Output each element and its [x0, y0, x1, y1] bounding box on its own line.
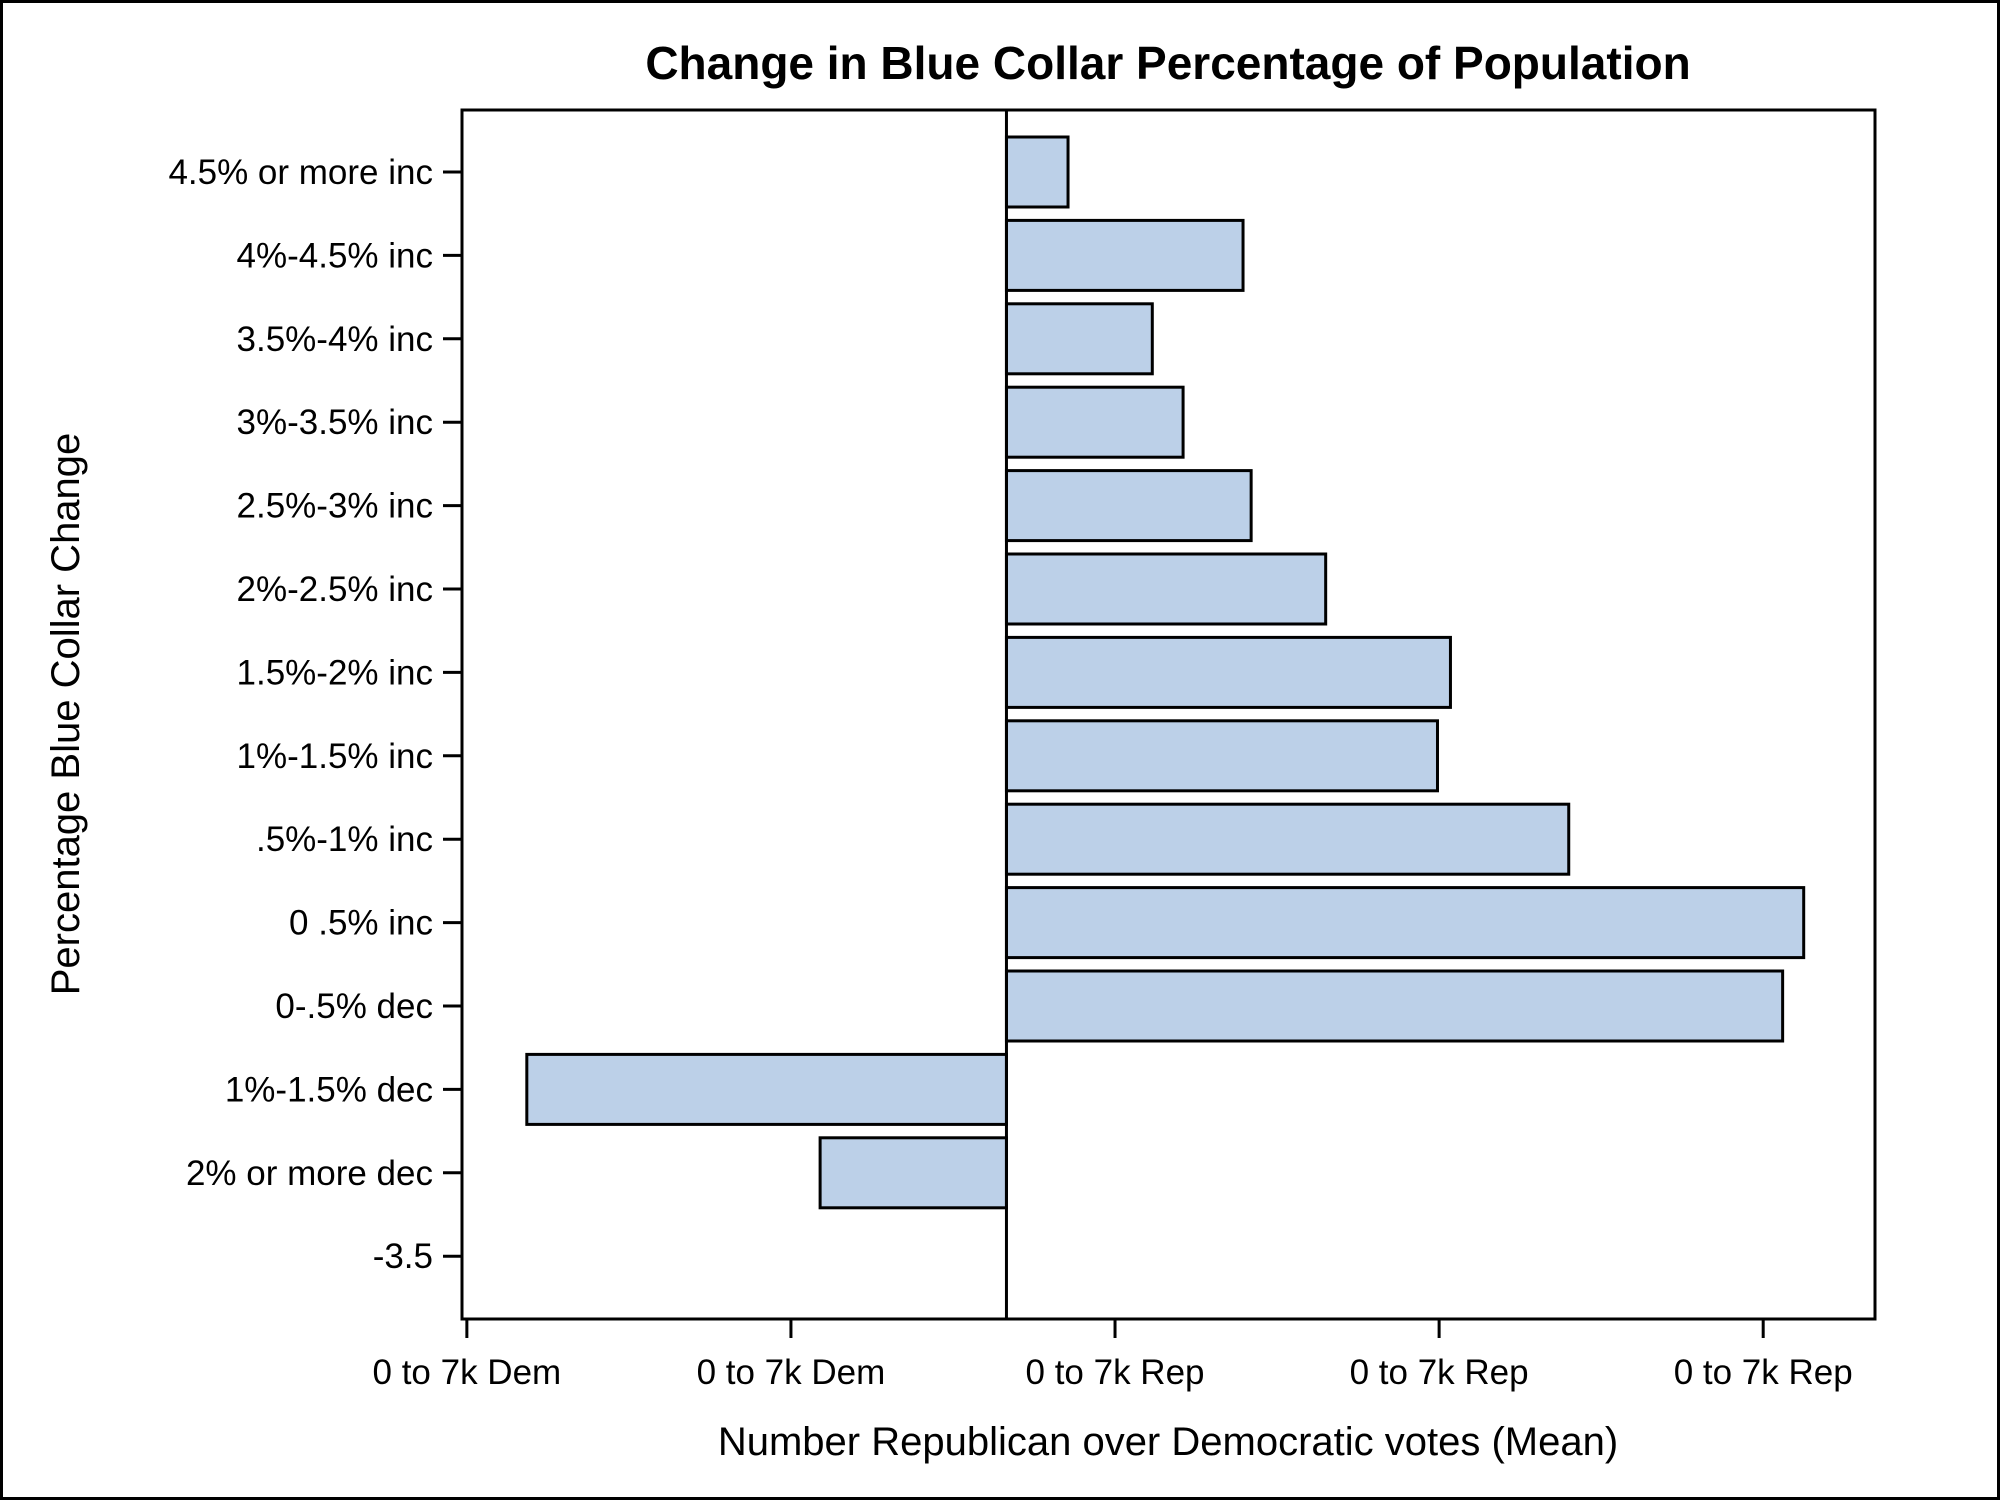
x-tick-label: 0 to 7k Rep: [1674, 1353, 1853, 1392]
y-tick-label: 1%-1.5% dec: [225, 1070, 433, 1109]
x-tick-label: 0 to 7k Dem: [373, 1353, 562, 1392]
y-tick-label: 2% or more dec: [186, 1154, 433, 1193]
x-tick-label: 0 to 7k Rep: [1350, 1353, 1529, 1392]
y-tick-label: 3.5%-4% inc: [237, 320, 433, 359]
x-tick-label: 0 to 7k Rep: [1026, 1353, 1205, 1392]
y-tick-label: 1%-1.5% inc: [237, 737, 433, 776]
bar: [818, 1136, 1008, 1210]
y-tick-label: 4.5% or more inc: [168, 153, 433, 192]
bar: [1004, 552, 1328, 626]
y-axis: 4.5% or more inc 4%-4.5% inc 3.5%-4% inc 3%…: [168, 153, 462, 1276]
bar: [1004, 719, 1439, 793]
bar: [1004, 469, 1253, 543]
bar: [1004, 802, 1571, 876]
chart-svg: Change in Blue Collar Percentage of Popu…: [44, 37, 1877, 1464]
y-tick-label: 0-.5% dec: [275, 987, 433, 1026]
y-tick-label: 2%-2.5% inc: [237, 570, 433, 609]
y-tick-label: 3%-3.5% inc: [237, 403, 433, 442]
bar: [1004, 969, 1785, 1043]
x-axis: 0 to 7k Dem 0 to 7k Dem 0 to 7k Rep 0 to 7k…: [373, 1319, 1853, 1392]
y-tick-label: 0 .5% inc: [289, 904, 433, 943]
x-tick-label: 0 to 7k Dem: [697, 1353, 886, 1392]
bar: [1004, 385, 1185, 459]
y-tick-label: .5%-1% inc: [256, 820, 433, 859]
chart-title: Change in Blue Collar Percentage of Popu…: [645, 37, 1690, 89]
bars-group: [525, 135, 1806, 1210]
y-axis-label: Percentage Blue Collar Change: [44, 433, 88, 996]
bar: [1004, 886, 1806, 960]
bar: [525, 1052, 1008, 1126]
x-axis-label: Number Republican over Democratic votes …: [718, 1420, 1618, 1464]
y-tick-label: -3.5: [373, 1237, 433, 1276]
y-tick-label: 1.5%-2% inc: [237, 653, 433, 692]
bar: [1004, 135, 1070, 209]
y-tick-label: 4%-4.5% inc: [237, 236, 433, 275]
bar: [1004, 302, 1154, 376]
bar: [1004, 635, 1452, 709]
bar: [1004, 218, 1245, 292]
y-tick-label: 2.5%-3% inc: [237, 487, 433, 526]
